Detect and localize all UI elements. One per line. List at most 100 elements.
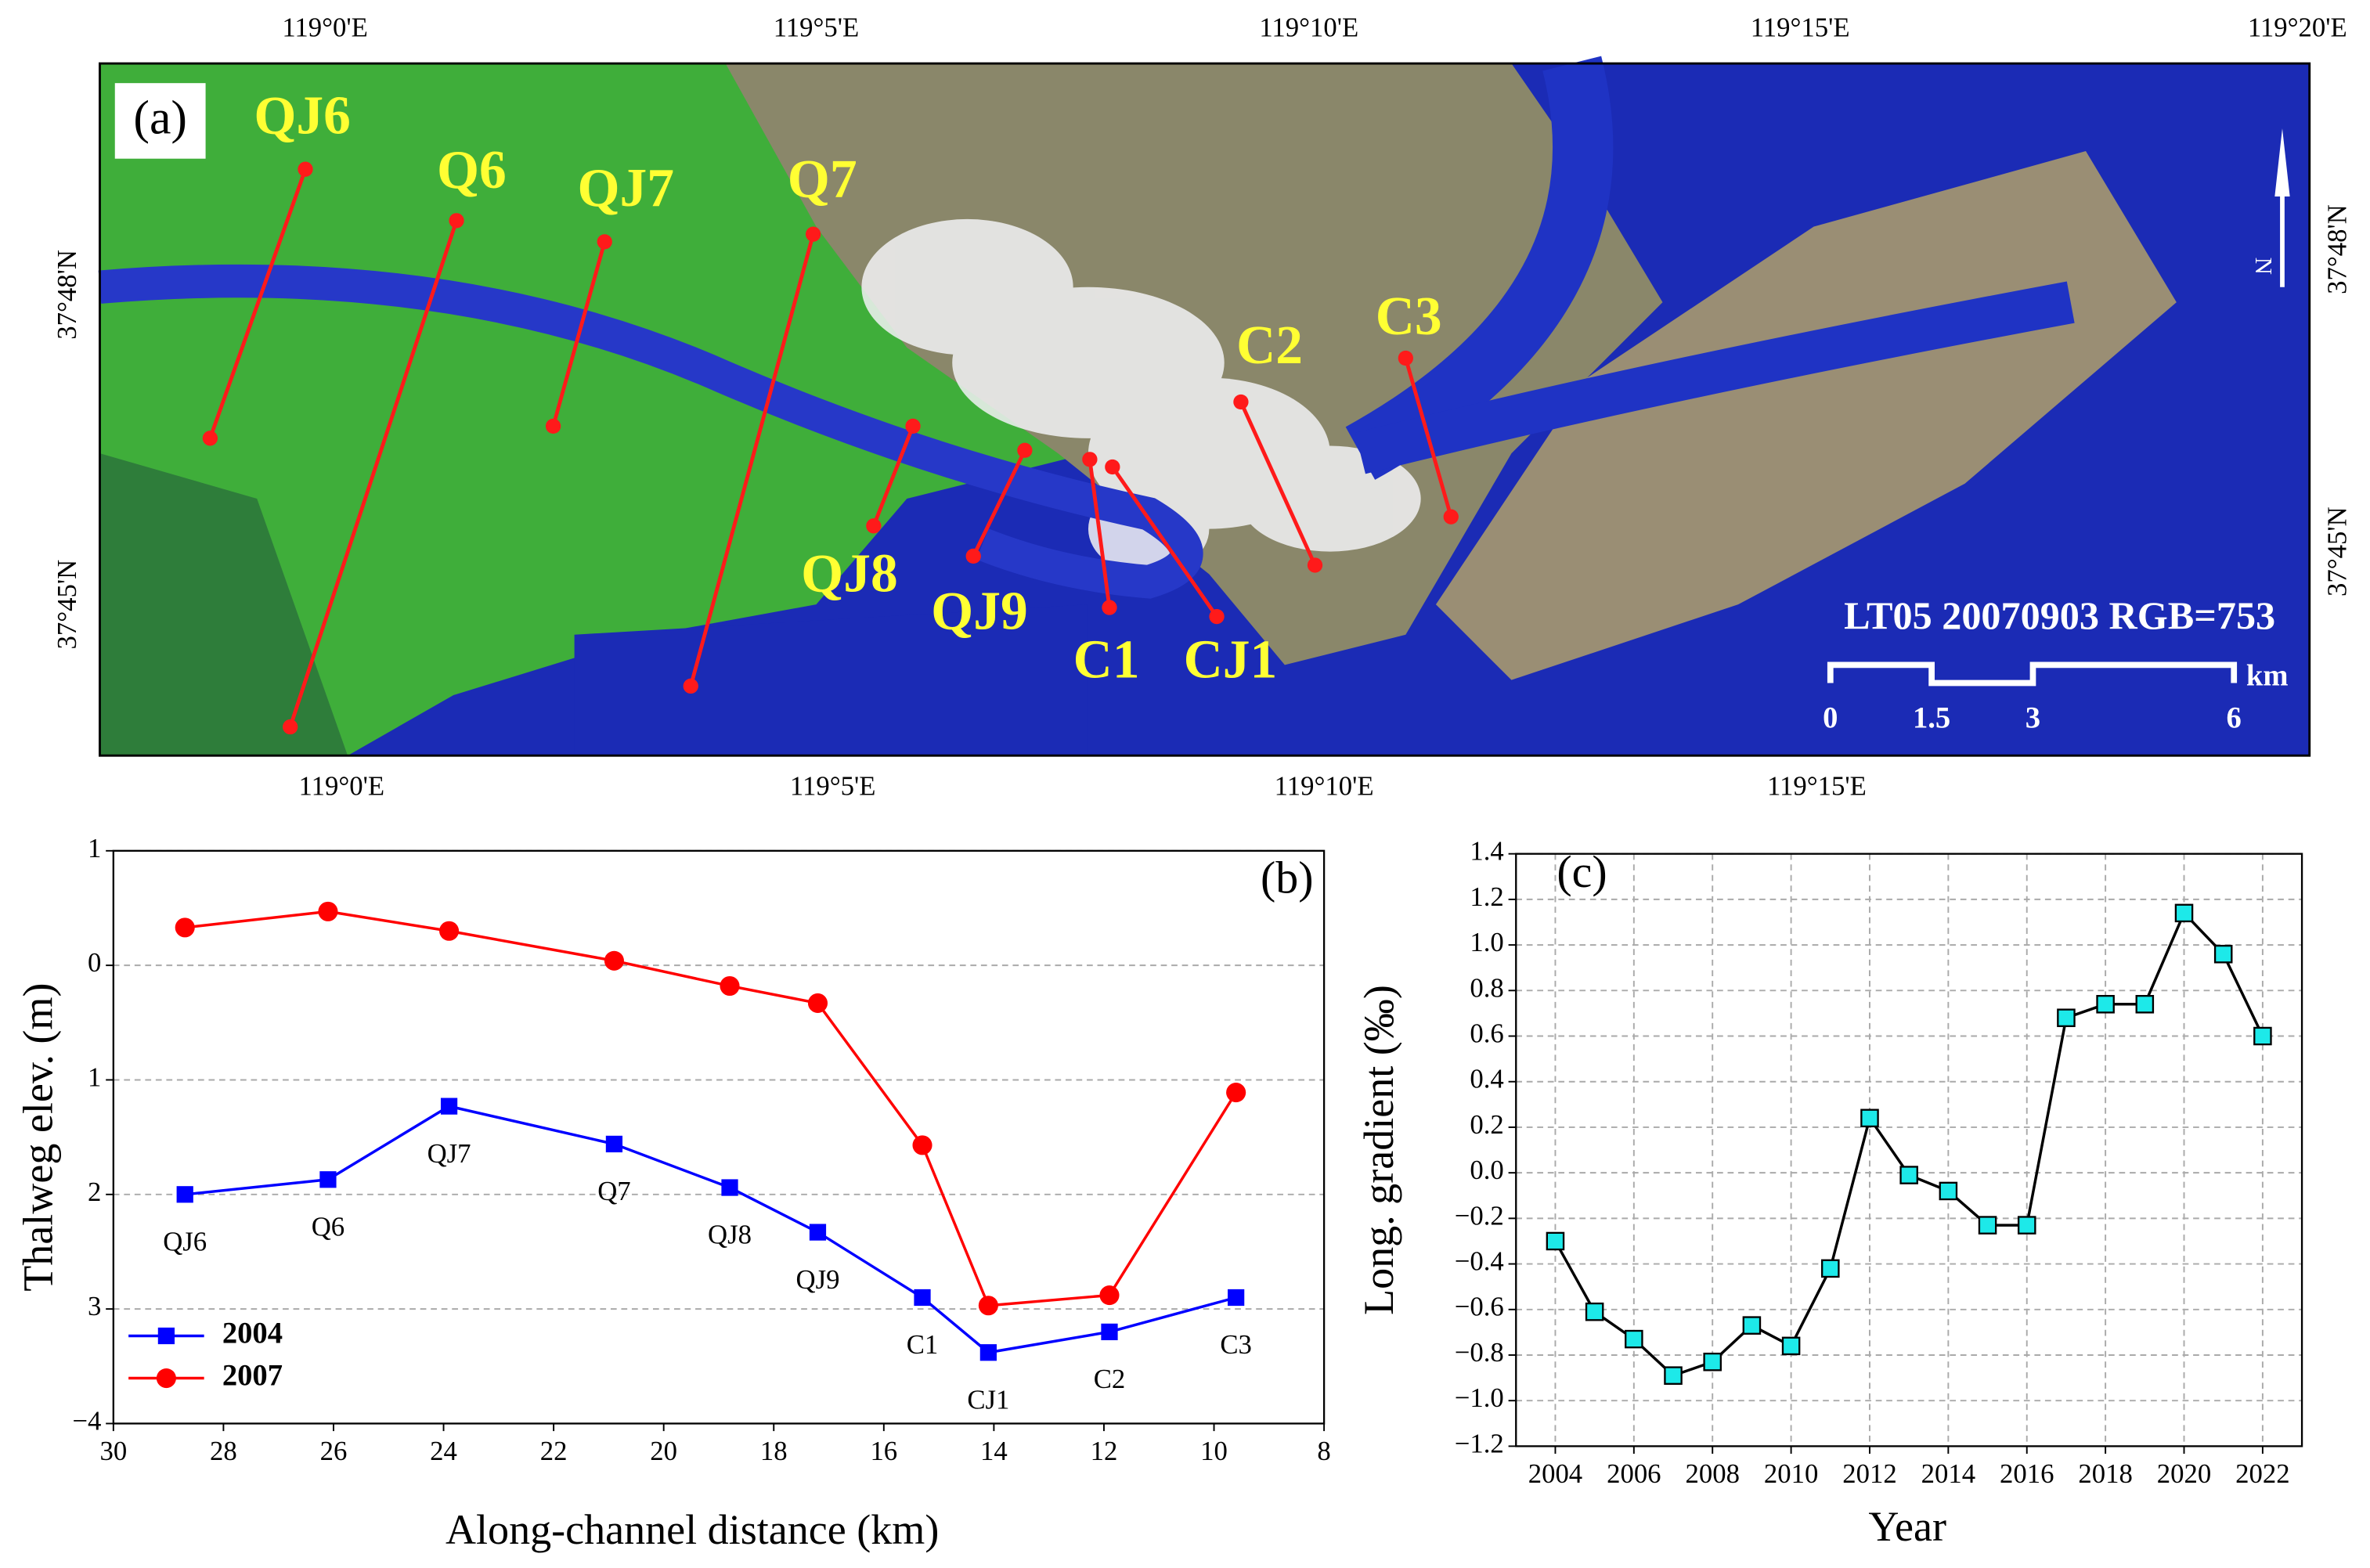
marker — [1899, 1166, 1918, 1184]
scale-label: 1.5 — [1913, 702, 1950, 735]
scale-label: 3 — [2026, 702, 2040, 735]
x-tick-label: 10 — [1200, 1436, 1228, 1466]
y-tick-label: 0.6 — [1470, 1018, 1503, 1048]
site-label: C3 — [1376, 287, 1442, 347]
site-label: QJ7 — [577, 158, 674, 218]
marker — [807, 993, 828, 1013]
point-label: QJ6 — [163, 1226, 207, 1256]
panel-label: (b) — [1261, 852, 1314, 903]
marker — [605, 1135, 623, 1153]
scale-bar — [1827, 661, 2238, 687]
marker — [1860, 1108, 1879, 1128]
y-tick-label: −1.0 — [1455, 1382, 1504, 1413]
land-dark — [99, 453, 348, 756]
site-label: QJ8 — [801, 543, 898, 604]
plot-frame — [1515, 852, 2303, 1447]
channel — [98, 264, 1203, 599]
marker — [157, 1327, 175, 1345]
lat-label: 37°45'N — [52, 560, 82, 650]
transect-ends — [202, 161, 1459, 735]
x-tick-label: 2012 — [1842, 1458, 1896, 1489]
marker — [979, 1344, 997, 1361]
x-tick-label: 2022 — [2235, 1458, 2289, 1489]
river-mouth — [1345, 56, 1614, 480]
lat-label: 37°45'N — [2321, 506, 2352, 597]
marker — [720, 975, 740, 997]
marker — [175, 917, 195, 938]
lon-label: 119°5'E — [790, 771, 876, 802]
marker — [604, 950, 624, 971]
point-label: QJ9 — [795, 1264, 839, 1295]
legend-label: 2004 — [222, 1317, 283, 1350]
marker — [440, 1098, 458, 1115]
site-label: QJ6 — [254, 85, 351, 146]
map-frame — [99, 62, 2311, 757]
y-tick-label: 2 — [88, 1177, 101, 1207]
point-label: CJ1 — [967, 1384, 1009, 1415]
x-tick-label: 22 — [540, 1436, 568, 1466]
x-tick-label: 12 — [1091, 1436, 1118, 1466]
marker — [1585, 1302, 1604, 1321]
plot-frame — [112, 849, 1326, 1425]
panel-label: (c) — [1557, 846, 1607, 897]
point-label: C2 — [1094, 1364, 1126, 1394]
site-label: Q7 — [788, 149, 857, 209]
site-label: C2 — [1236, 315, 1303, 376]
y-tick-label: 1 — [88, 833, 101, 863]
x-axis-label: Year — [1868, 1503, 1946, 1550]
marker — [2174, 903, 2194, 923]
scale-label: 0 — [1823, 702, 1838, 735]
x-tick-label: 2004 — [1528, 1458, 1582, 1489]
river-arm — [1355, 281, 2075, 474]
y-tick-label: −0.8 — [1455, 1337, 1504, 1368]
y-tick-label: −1.2 — [1455, 1428, 1504, 1458]
lon-label: 119°15'E — [1767, 771, 1867, 802]
x-tick-label: 14 — [980, 1436, 1008, 1466]
marker — [1546, 1231, 1565, 1251]
marker — [1821, 1259, 1840, 1278]
x-tick-label: 2018 — [2078, 1458, 2132, 1489]
x-tick-label: 28 — [210, 1436, 237, 1466]
marker — [2096, 995, 2115, 1014]
y-tick-label: 0.8 — [1470, 972, 1503, 1003]
marker — [1625, 1329, 1643, 1349]
y-tick-label: 1 — [88, 1062, 101, 1092]
site-label: C1 — [1073, 629, 1140, 690]
series-line — [185, 910, 1238, 1307]
y-tick-label: −0.2 — [1455, 1200, 1504, 1231]
marker — [176, 1186, 193, 1203]
marker — [1781, 1336, 1801, 1356]
marker — [1939, 1181, 1958, 1201]
lon-label: 119°5'E — [774, 13, 860, 43]
y-tick-label: 0 — [88, 947, 101, 978]
point-label: Q6 — [312, 1211, 344, 1242]
x-tick-label: 2016 — [2000, 1458, 2054, 1489]
y-tick-label: −0.6 — [1455, 1292, 1504, 1322]
marker — [1742, 1316, 1762, 1335]
x-tick-label: 2008 — [1685, 1458, 1739, 1489]
x-tick-label: 2010 — [1764, 1458, 1818, 1489]
x-tick-label: 16 — [870, 1436, 897, 1466]
land-green — [99, 63, 1210, 756]
y-tick-label: −4 — [72, 1405, 101, 1436]
site-label: Q6 — [437, 140, 507, 200]
x-tick-label: 8 — [1317, 1436, 1330, 1466]
point-label: QJ8 — [708, 1220, 752, 1250]
transects — [208, 168, 1453, 728]
delta-east — [1435, 151, 2177, 680]
north-label: N — [2250, 258, 2278, 275]
site-label: CJ1 — [1184, 629, 1278, 690]
marker — [721, 1179, 738, 1196]
marker — [1099, 1285, 1120, 1306]
marker — [1101, 1323, 1118, 1341]
lon-label: 119°10'E — [1259, 13, 1358, 43]
north-arrow — [2274, 128, 2290, 196]
marker — [319, 1171, 337, 1188]
marker — [2213, 944, 2233, 964]
lon-label: 119°10'E — [1275, 771, 1374, 802]
marker — [156, 1368, 176, 1389]
lat-label: 37°48'N — [2321, 204, 2352, 294]
series-line — [185, 1105, 1237, 1354]
x-axis-label: Along-channel distance (km) — [446, 1506, 939, 1553]
